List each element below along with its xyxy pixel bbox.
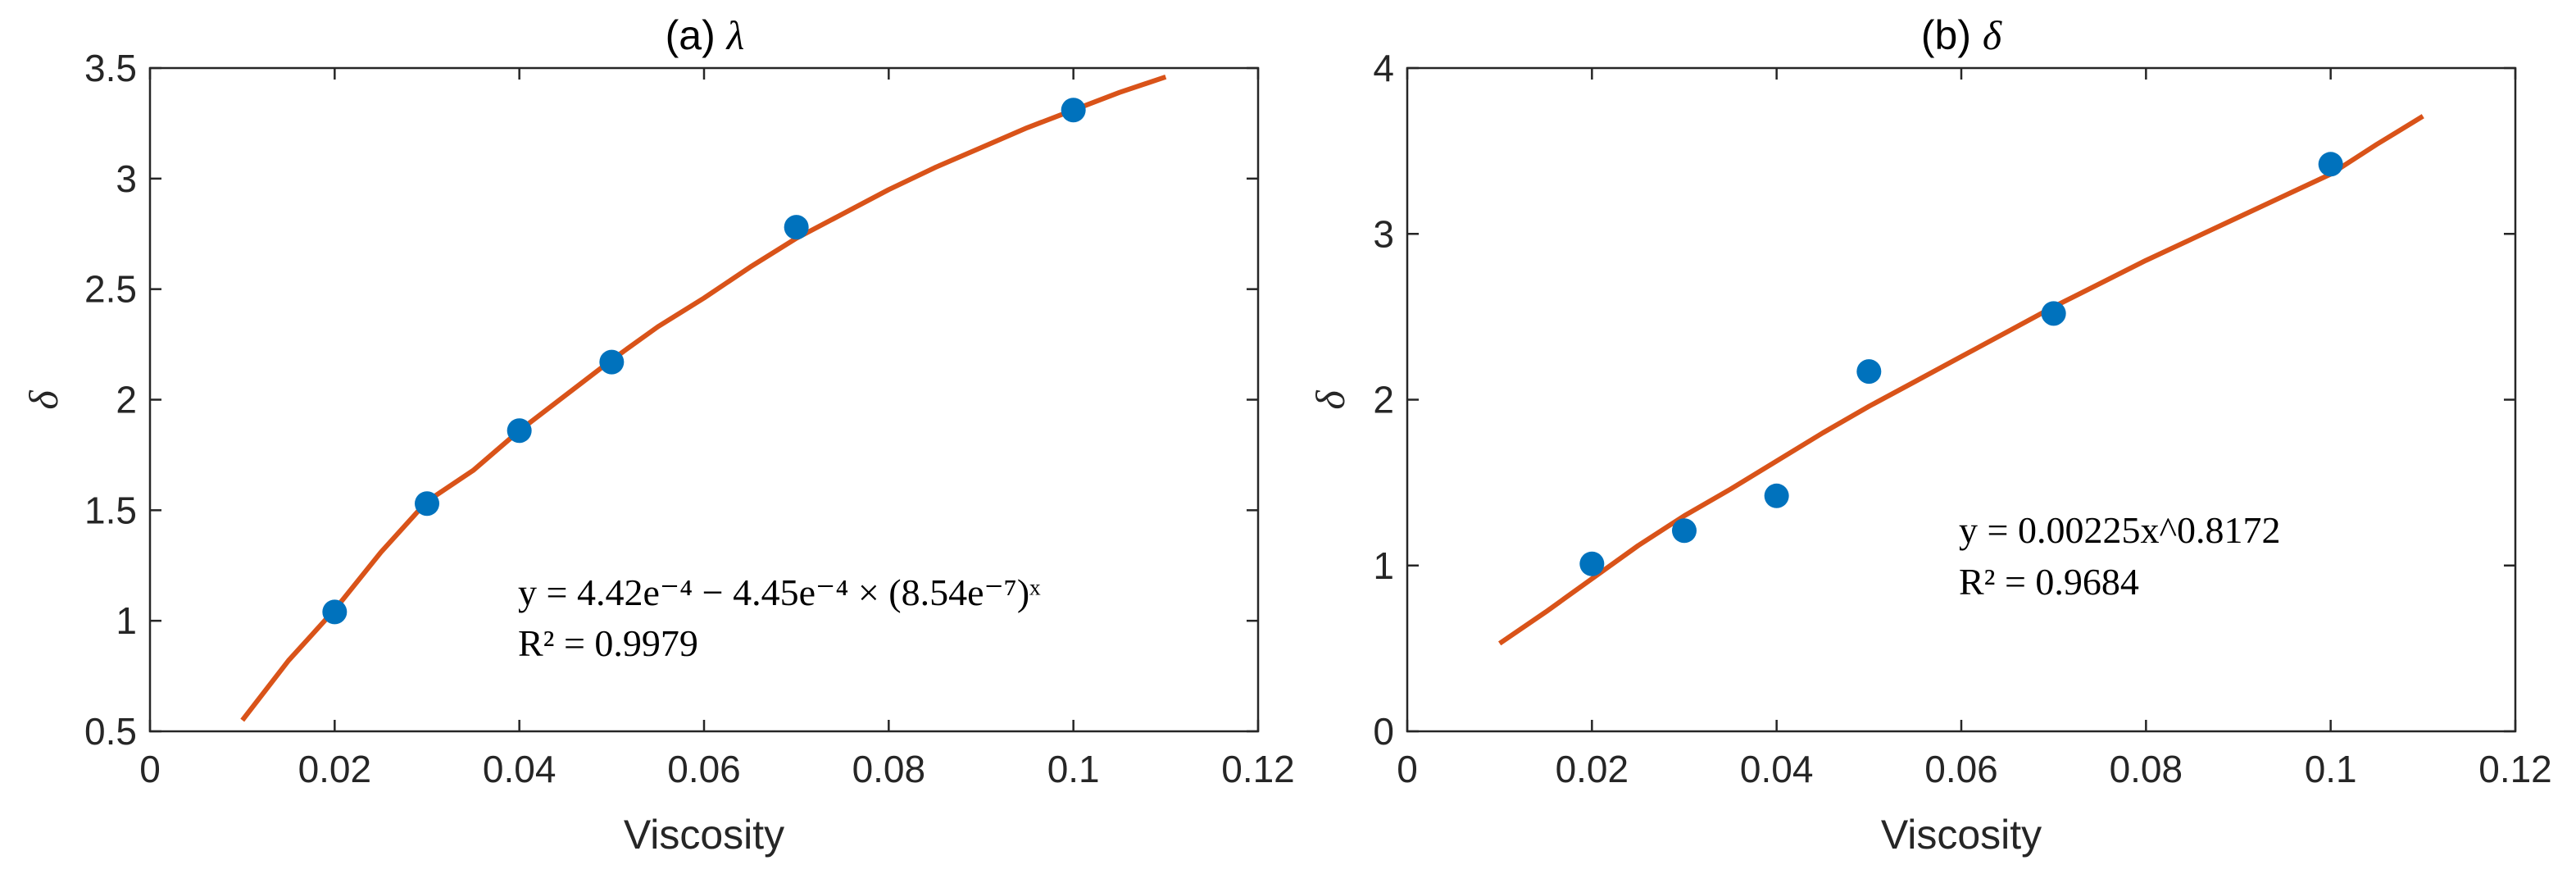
y-tick-label: 1.5 xyxy=(84,489,137,531)
y-tick-label: 2 xyxy=(1373,379,1394,421)
axis-ticks-b xyxy=(1406,66,2517,733)
data-point xyxy=(599,349,625,375)
y-tick-label: 3.5 xyxy=(84,47,137,89)
x-tick-label: 0 xyxy=(1397,748,1418,790)
data-point xyxy=(1764,483,1789,508)
data-point xyxy=(415,491,439,517)
x-tick-label: 0.02 xyxy=(298,748,372,790)
data-point xyxy=(1579,551,1605,576)
x-axis-label-a: Viscosity xyxy=(624,812,784,858)
x-tick-label: 0.06 xyxy=(1924,748,1998,790)
axis-ticks-a xyxy=(148,66,1260,733)
fit-equation-a: y = 4.42e⁻⁴ − 4.45e⁻⁴ × (8.54e⁻⁷)ˣ xyxy=(518,571,1041,613)
x-tick-label: 0.04 xyxy=(1740,748,1814,790)
x-tick-label: 0.08 xyxy=(852,748,926,790)
x-tick-label: 0.08 xyxy=(2110,748,2183,790)
x-tick-label: 0.12 xyxy=(1221,748,1295,790)
chart-panel-b: (b) δ 0 0.02 0.04 0.06 0.08 0.1 0.12 0 1 2 3 4 Vis… xyxy=(1307,12,2552,858)
x-tick-label: 0.12 xyxy=(2478,748,2552,790)
r-squared-b: R² = 0.9684 xyxy=(1959,561,2139,603)
y-tick-label: 2.5 xyxy=(84,268,137,311)
y-tick-label: 0 xyxy=(1373,710,1394,753)
data-point xyxy=(2318,152,2343,177)
fit-curve-a xyxy=(240,74,1167,722)
data-point xyxy=(322,599,348,625)
y-tick-label: 3 xyxy=(1373,212,1394,255)
x-tick-label: 0.1 xyxy=(1047,748,1100,790)
data-point xyxy=(1856,359,1882,385)
fit-curve-b xyxy=(1498,114,2424,646)
y-tick-labels-a: 0.5 1 1.5 2 2.5 3 3.5 xyxy=(84,47,137,753)
r-squared-a: R² = 0.9979 xyxy=(518,622,698,664)
x-tick-label: 0.1 xyxy=(2305,748,2357,790)
x-tick-label: 0 xyxy=(139,748,161,790)
chart-title-b: (b) δ xyxy=(1921,12,2002,58)
data-point xyxy=(784,215,809,240)
x-tick-label: 0.02 xyxy=(1556,748,1629,790)
y-axis-label-a: δ xyxy=(20,390,66,410)
x-tick-label: 0.06 xyxy=(667,748,741,790)
chart-panel-a: (a) λ 0 0.02 0.04 0.06 0.08 0.1 0.12 0.5 1 1.5 2 2… xyxy=(20,12,1295,858)
data-point xyxy=(507,418,532,444)
x-tick-labels-a: 0 0.02 0.04 0.06 0.08 0.1 0.12 xyxy=(139,748,1295,790)
y-axis-label-b: δ xyxy=(1307,390,1353,410)
y-tick-label: 2 xyxy=(116,379,137,421)
y-tick-label: 1 xyxy=(1373,544,1394,587)
data-point xyxy=(1061,98,1086,123)
data-point xyxy=(1672,518,1697,544)
chart-title-a: (a) λ xyxy=(666,12,745,58)
y-tick-labels-b: 0 1 2 3 4 xyxy=(1373,47,1394,753)
y-tick-label: 0.5 xyxy=(84,710,137,753)
plot-area-b xyxy=(1406,66,2517,733)
data-points-a xyxy=(322,98,1086,625)
x-tick-labels-b: 0 0.02 0.04 0.06 0.08 0.1 0.12 xyxy=(1397,748,2552,790)
x-axis-label-b: Viscosity xyxy=(1881,812,2042,858)
y-tick-label: 4 xyxy=(1373,47,1394,89)
x-tick-label: 0.04 xyxy=(483,748,557,790)
y-tick-label: 3 xyxy=(116,157,137,200)
fit-equation-b: y = 0.00225x^0.8172 xyxy=(1959,509,2281,551)
y-tick-label: 1 xyxy=(116,599,137,642)
data-points-b xyxy=(1579,152,2343,576)
data-point xyxy=(2041,301,2066,326)
